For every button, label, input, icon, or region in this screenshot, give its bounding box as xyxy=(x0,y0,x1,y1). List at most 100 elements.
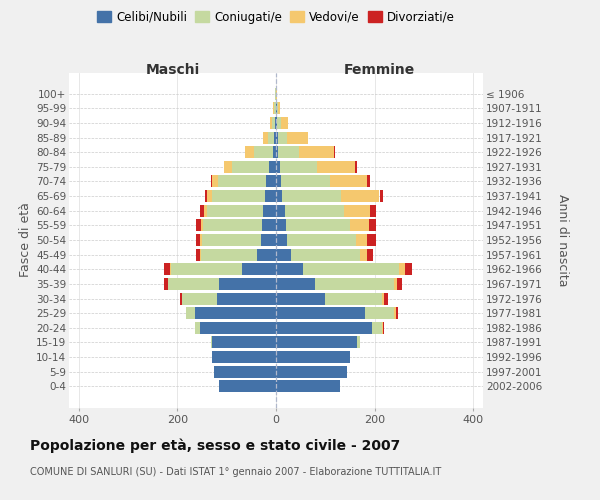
Text: Popolazione per età, sesso e stato civile - 2007: Popolazione per età, sesso e stato civil… xyxy=(30,438,400,453)
Bar xyxy=(325,292,382,304)
Bar xyxy=(382,322,383,334)
Bar xyxy=(367,176,370,188)
Bar xyxy=(164,264,170,276)
Bar xyxy=(211,336,212,348)
Bar xyxy=(341,190,379,202)
Text: Maschi: Maschi xyxy=(145,63,200,77)
Bar xyxy=(303,264,399,276)
Bar xyxy=(220,380,276,392)
Bar xyxy=(211,176,212,188)
Bar xyxy=(200,248,257,260)
Bar xyxy=(394,278,397,290)
Bar xyxy=(263,204,276,216)
Bar xyxy=(224,161,232,173)
Bar xyxy=(245,146,254,158)
Bar xyxy=(282,190,341,202)
Bar xyxy=(367,234,376,246)
Bar xyxy=(212,336,276,348)
Bar xyxy=(200,204,203,216)
Bar xyxy=(274,102,275,115)
Bar xyxy=(273,102,274,115)
Bar xyxy=(365,307,394,319)
Bar xyxy=(164,278,167,290)
Bar xyxy=(270,117,272,129)
Bar xyxy=(383,322,384,334)
Bar xyxy=(196,220,200,232)
Bar xyxy=(194,322,200,334)
Bar xyxy=(203,220,262,232)
Bar xyxy=(287,132,308,143)
Bar xyxy=(278,102,280,115)
Bar xyxy=(276,190,282,202)
Bar xyxy=(203,204,206,216)
Bar xyxy=(367,248,373,260)
Bar xyxy=(257,248,276,260)
Bar xyxy=(399,264,405,276)
Bar xyxy=(276,161,280,173)
Bar xyxy=(317,161,355,173)
Bar xyxy=(276,102,277,115)
Bar xyxy=(196,234,200,246)
Bar xyxy=(205,190,207,202)
Bar xyxy=(316,278,394,290)
Bar xyxy=(276,278,316,290)
Bar xyxy=(170,264,171,276)
Bar xyxy=(276,292,325,304)
Bar xyxy=(356,234,367,246)
Bar xyxy=(268,132,274,143)
Bar xyxy=(273,146,276,158)
Bar xyxy=(218,176,266,188)
Bar xyxy=(330,176,367,188)
Bar xyxy=(281,117,289,129)
Bar xyxy=(220,278,276,290)
Bar xyxy=(276,204,285,216)
Bar xyxy=(263,132,268,143)
Bar xyxy=(182,292,217,304)
Bar xyxy=(278,132,287,143)
Bar xyxy=(202,234,261,246)
Bar xyxy=(276,366,347,378)
Bar xyxy=(285,204,344,216)
Bar xyxy=(276,322,372,334)
Bar xyxy=(360,248,367,260)
Bar xyxy=(217,292,276,304)
Bar xyxy=(385,292,388,304)
Bar xyxy=(382,292,385,304)
Bar xyxy=(275,117,276,129)
Bar xyxy=(405,264,412,276)
Bar xyxy=(194,307,276,319)
Bar xyxy=(276,132,278,143)
Bar xyxy=(281,176,330,188)
Bar xyxy=(280,161,317,173)
Bar xyxy=(287,234,356,246)
Bar xyxy=(276,307,365,319)
Bar xyxy=(355,161,358,173)
Bar xyxy=(200,220,203,232)
Bar xyxy=(299,146,334,158)
Bar xyxy=(167,278,220,290)
Bar xyxy=(276,117,277,129)
Bar xyxy=(261,234,276,246)
Bar xyxy=(276,234,287,246)
Bar xyxy=(200,322,276,334)
Bar xyxy=(344,204,370,216)
Bar xyxy=(186,307,194,319)
Bar xyxy=(276,351,350,363)
Bar xyxy=(206,204,263,216)
Bar xyxy=(232,161,269,173)
Bar xyxy=(276,176,281,188)
Bar xyxy=(242,264,276,276)
Legend: Celibi/Nubili, Coniugati/e, Vedovi/e, Divorziati/e: Celibi/Nubili, Coniugati/e, Vedovi/e, Di… xyxy=(92,6,460,28)
Bar xyxy=(276,146,278,158)
Bar xyxy=(212,351,276,363)
Bar xyxy=(358,336,360,348)
Bar xyxy=(266,176,276,188)
Bar xyxy=(212,176,218,188)
Bar xyxy=(269,161,276,173)
Y-axis label: Anni di nascita: Anni di nascita xyxy=(556,194,569,286)
Bar xyxy=(277,102,278,115)
Bar xyxy=(278,146,299,158)
Bar xyxy=(396,307,398,319)
Text: Femmine: Femmine xyxy=(344,63,415,77)
Bar xyxy=(212,190,265,202)
